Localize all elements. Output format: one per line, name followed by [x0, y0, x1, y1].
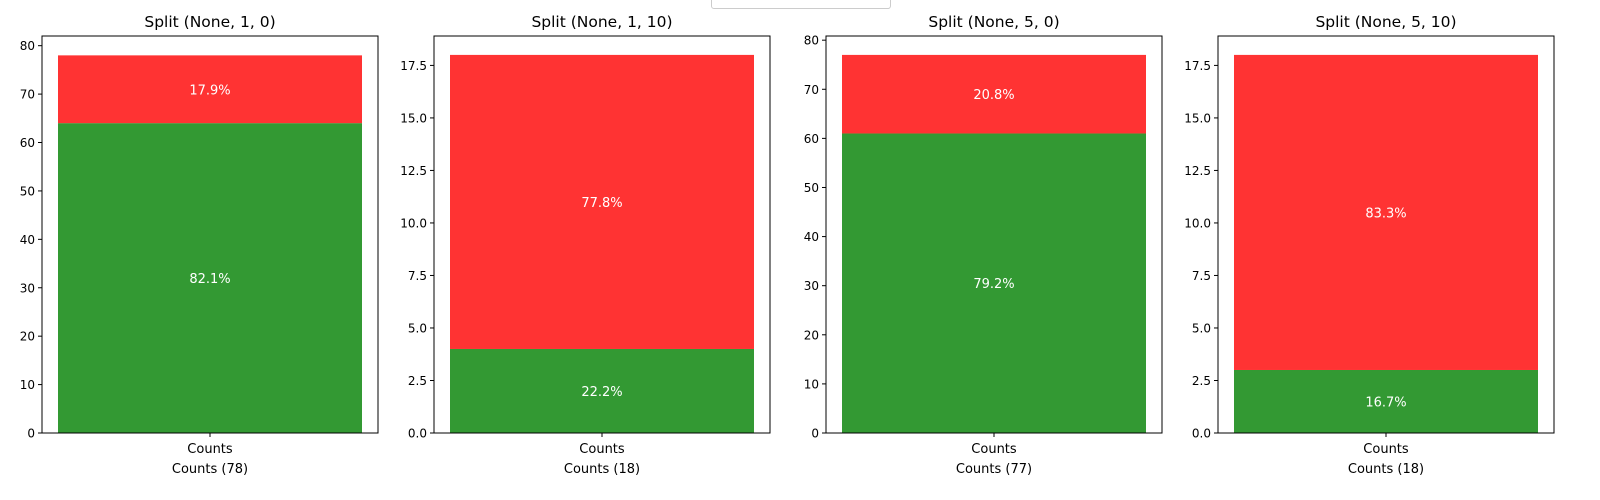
chart-title: Split (None, 5, 10)	[1315, 13, 1456, 31]
bar-percent-label: 17.9%	[189, 83, 230, 98]
bar-percent-label: 22.2%	[581, 385, 622, 400]
bar-percent-label: 20.8%	[973, 88, 1014, 103]
y-tick-label: 80	[20, 39, 35, 53]
y-tick-label: 80	[804, 34, 819, 48]
y-tick-label: 10	[804, 377, 819, 391]
x-axis-label: Counts (18)	[564, 462, 640, 477]
y-tick-label: 0.0	[408, 427, 427, 441]
y-tick-label: 15.0	[1184, 111, 1211, 125]
chart-title: Split (None, 5, 0)	[928, 13, 1059, 31]
y-tick-label: 20	[804, 328, 819, 342]
y-tick-label: 60	[20, 136, 35, 150]
bar-segment	[450, 348, 754, 433]
bar-segment	[842, 54, 1146, 134]
y-tick-label: 10.0	[400, 216, 427, 230]
y-tick-label: 40	[20, 233, 35, 247]
bar-segment	[842, 133, 1146, 433]
y-tick-label: 12.5	[1184, 164, 1211, 178]
bar-percent-label: 82.1%	[189, 272, 230, 287]
bar-segment	[1234, 54, 1538, 370]
y-tick-label: 10.0	[1184, 216, 1211, 230]
y-tick-label: 17.5	[1184, 59, 1211, 73]
legend-box	[711, 0, 891, 9]
y-tick-label: 70	[804, 83, 819, 97]
x-tick-label: Counts	[1363, 442, 1409, 457]
y-tick-label: 50	[804, 181, 819, 195]
bar-percent-label: 79.2%	[973, 277, 1014, 292]
bar-segment	[58, 123, 362, 434]
y-tick-label: 2.5	[1192, 374, 1211, 388]
bar-percent-label: 77.8%	[581, 196, 622, 211]
x-axis-label: Counts (18)	[1348, 462, 1424, 477]
y-tick-label: 7.5	[1192, 269, 1211, 283]
y-tick-label: 12.5	[400, 164, 427, 178]
chart-title: Split (None, 1, 10)	[531, 13, 672, 31]
y-tick-label: 15.0	[400, 111, 427, 125]
bar-percent-label: 16.7%	[1365, 395, 1406, 410]
x-axis-label: Counts (77)	[956, 462, 1032, 477]
y-tick-label: 40	[804, 230, 819, 244]
bar-percent-label: 83.3%	[1365, 206, 1406, 221]
y-tick-label: 0	[811, 427, 819, 441]
x-axis-label: Counts (78)	[172, 462, 248, 477]
y-tick-label: 60	[804, 132, 819, 146]
y-tick-label: 30	[20, 281, 35, 295]
x-tick-label: Counts	[187, 442, 233, 457]
bar-segment	[58, 55, 362, 124]
x-tick-label: Counts	[579, 442, 625, 457]
x-tick-label: Counts	[971, 442, 1017, 457]
y-tick-label: 30	[804, 279, 819, 293]
bar-segment	[1234, 369, 1538, 433]
bar-segment	[450, 54, 754, 349]
y-tick-label: 10	[20, 378, 35, 392]
y-tick-label: 70	[20, 88, 35, 102]
y-tick-label: 2.5	[408, 374, 427, 388]
y-tick-label: 50	[20, 184, 35, 198]
y-tick-label: 17.5	[400, 59, 427, 73]
y-tick-label: 20	[20, 330, 35, 344]
y-tick-label: 5.0	[408, 321, 427, 335]
y-tick-label: 5.0	[1192, 321, 1211, 335]
y-tick-label: 0	[27, 427, 35, 441]
y-tick-label: 0.0	[1192, 427, 1211, 441]
chart-title: Split (None, 1, 0)	[144, 13, 275, 31]
y-tick-label: 7.5	[408, 269, 427, 283]
